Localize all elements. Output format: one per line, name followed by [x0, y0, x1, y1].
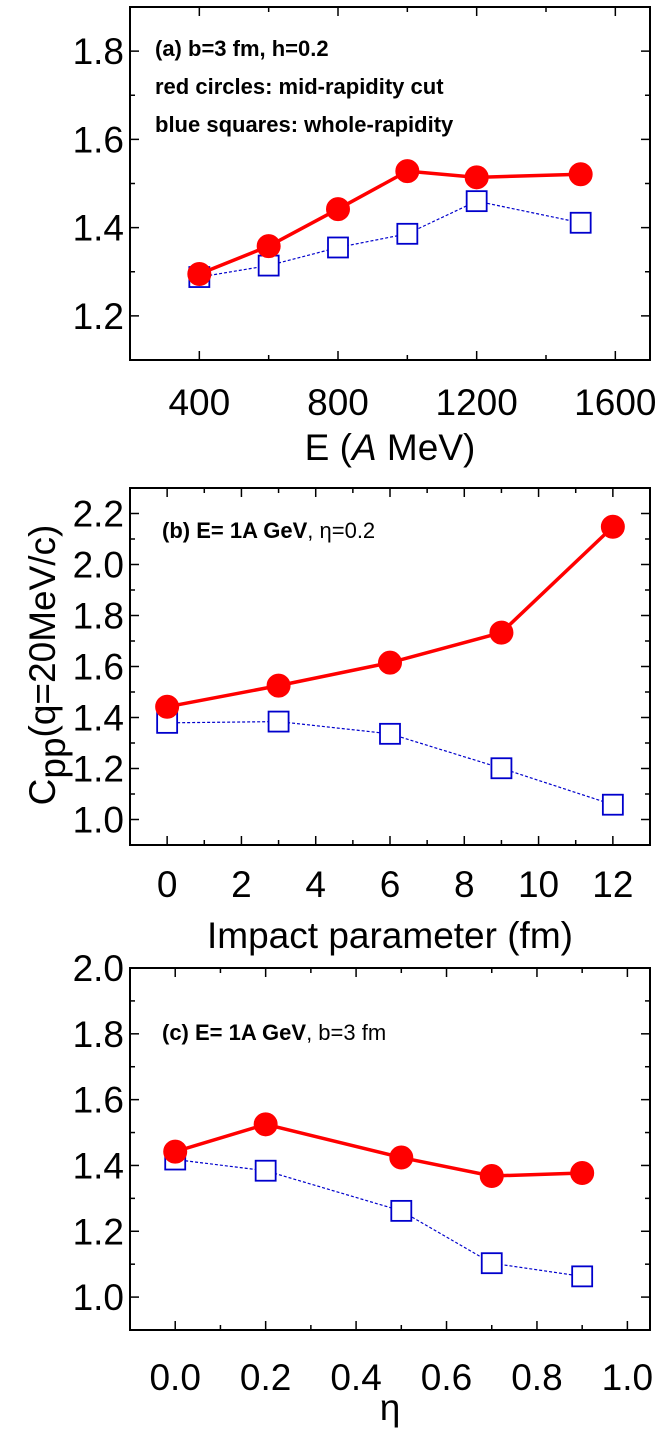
x-tick-label: 2: [231, 864, 252, 905]
annotation: (a) b=3 fm, h=0.2: [155, 36, 329, 61]
x-tick-label: 4: [305, 864, 326, 905]
y-tick-label: 1.0: [73, 800, 124, 841]
x-tick-label: 12: [592, 864, 633, 905]
data-point-circle: [266, 673, 291, 698]
y-tick-label: 1.4: [73, 208, 124, 249]
series-line-mid-rapidity: [174, 1122, 583, 1178]
y-tick-label: 2.0: [73, 948, 124, 989]
x-tick-label: 800: [307, 382, 369, 423]
data-point-circle: [256, 234, 281, 259]
x-tick-label: 0.6: [421, 1357, 472, 1398]
data-point-circle: [253, 1112, 278, 1137]
annotation: (c) E= 1A GeV, b=3 fm: [162, 1020, 386, 1045]
x-axis-title: Impact parameter (fm): [207, 915, 573, 956]
y-tick-label: 1.2: [73, 1211, 124, 1252]
data-point-square: [254, 1159, 277, 1182]
x-tick-label: 1200: [436, 382, 518, 423]
y-tick-label: 2.0: [73, 545, 124, 586]
annotation: red circles: mid-rapidity cut: [155, 74, 444, 99]
y-tick-label: 1.4: [73, 1145, 124, 1186]
data-point-circle: [600, 514, 625, 539]
x-tick-label: 0.0: [149, 1357, 200, 1398]
data-point-square: [390, 1199, 413, 1222]
x-tick-label: 0.4: [330, 1357, 381, 1398]
data-point-circle: [155, 694, 180, 719]
data-point-circle: [187, 261, 212, 286]
x-tick-label: 400: [168, 382, 230, 423]
y-tick-label: 1.6: [73, 647, 124, 688]
x-tick-label: 0: [157, 864, 178, 905]
series-line-mid-rapidity: [166, 525, 615, 709]
data-point-square: [379, 722, 401, 745]
y-tick-label: 1.4: [73, 698, 124, 739]
data-point-circle: [395, 159, 420, 184]
series-line-mid-rapidity: [198, 169, 581, 276]
x-tick-label: 0.8: [511, 1357, 562, 1398]
y-tick-label: 1.2: [73, 749, 124, 790]
x-tick-label: 0.2: [240, 1357, 291, 1398]
data-point-circle: [326, 197, 350, 222]
data-point-square: [327, 236, 349, 259]
x-tick-label: 1600: [574, 382, 655, 423]
annotation: blue squares: whole-rapidity: [155, 112, 454, 137]
data-point-circle: [389, 1145, 414, 1170]
annotation: (b) E= 1A GeV, η=0.2: [162, 518, 375, 543]
panel-c: 1.0 1.2 1.4 1.6 1.8 2.0 0.0 0.2 0.4 0.6 0.8 1.0 η (c)…: [73, 948, 654, 1428]
y-tick-label: 1.8: [73, 31, 124, 72]
data-point-square: [257, 254, 280, 277]
x-axis-title: η: [380, 1387, 401, 1428]
y-tick-label: 1.8: [73, 596, 124, 637]
y-axis-title-text: Cpp(q=20MeV/c): [22, 525, 73, 806]
x-tick-label: 6: [380, 864, 401, 905]
y-tick-label: 1.2: [73, 296, 124, 337]
y-tick-label: 1.6: [73, 1080, 124, 1121]
y-tick-label: 1.0: [73, 1277, 124, 1318]
x-tick-label: 8: [454, 864, 475, 905]
data-point-circle: [479, 1163, 504, 1188]
x-tick-label: 10: [518, 864, 559, 905]
panel-a: 1.2 1.4 1.6 1.8 400 800 1200 1600 E (A MeV) (a) b…: [73, 6, 655, 468]
data-point-square: [490, 757, 513, 780]
data-point-square: [480, 1252, 503, 1275]
data-point-square: [601, 793, 624, 816]
x-tick-label: 1.0: [602, 1357, 653, 1398]
plot-frame: [129, 967, 651, 1331]
shared-y-axis-title: Cpp(q=20MeV/c): [22, 525, 73, 806]
data-point-circle: [570, 1161, 595, 1186]
data-point-square: [465, 190, 488, 213]
data-point-circle: [163, 1139, 188, 1164]
data-point-circle: [378, 650, 402, 675]
series-line-whole-rapidity: [199, 200, 581, 278]
data-point-square: [571, 1265, 594, 1288]
y-tick-label: 1.6: [73, 119, 124, 160]
series-line-whole-rapidity: [175, 1158, 583, 1277]
data-point-circle: [464, 165, 489, 190]
y-tick-label: 2.2: [73, 494, 124, 535]
data-point-circle: [489, 620, 514, 645]
data-point-square: [267, 710, 290, 733]
data-point-square: [569, 211, 592, 234]
x-axis-title: E (A MeV): [305, 427, 476, 468]
data-point-circle: [568, 162, 593, 187]
y-tick-label: 1.8: [73, 1014, 124, 1055]
panel-b: 1.0 1.2 1.4 1.6 1.8 2.0 2.2 0 2 4 6 8 10 12 Impact par…: [73, 487, 651, 956]
data-point-square: [396, 222, 419, 245]
